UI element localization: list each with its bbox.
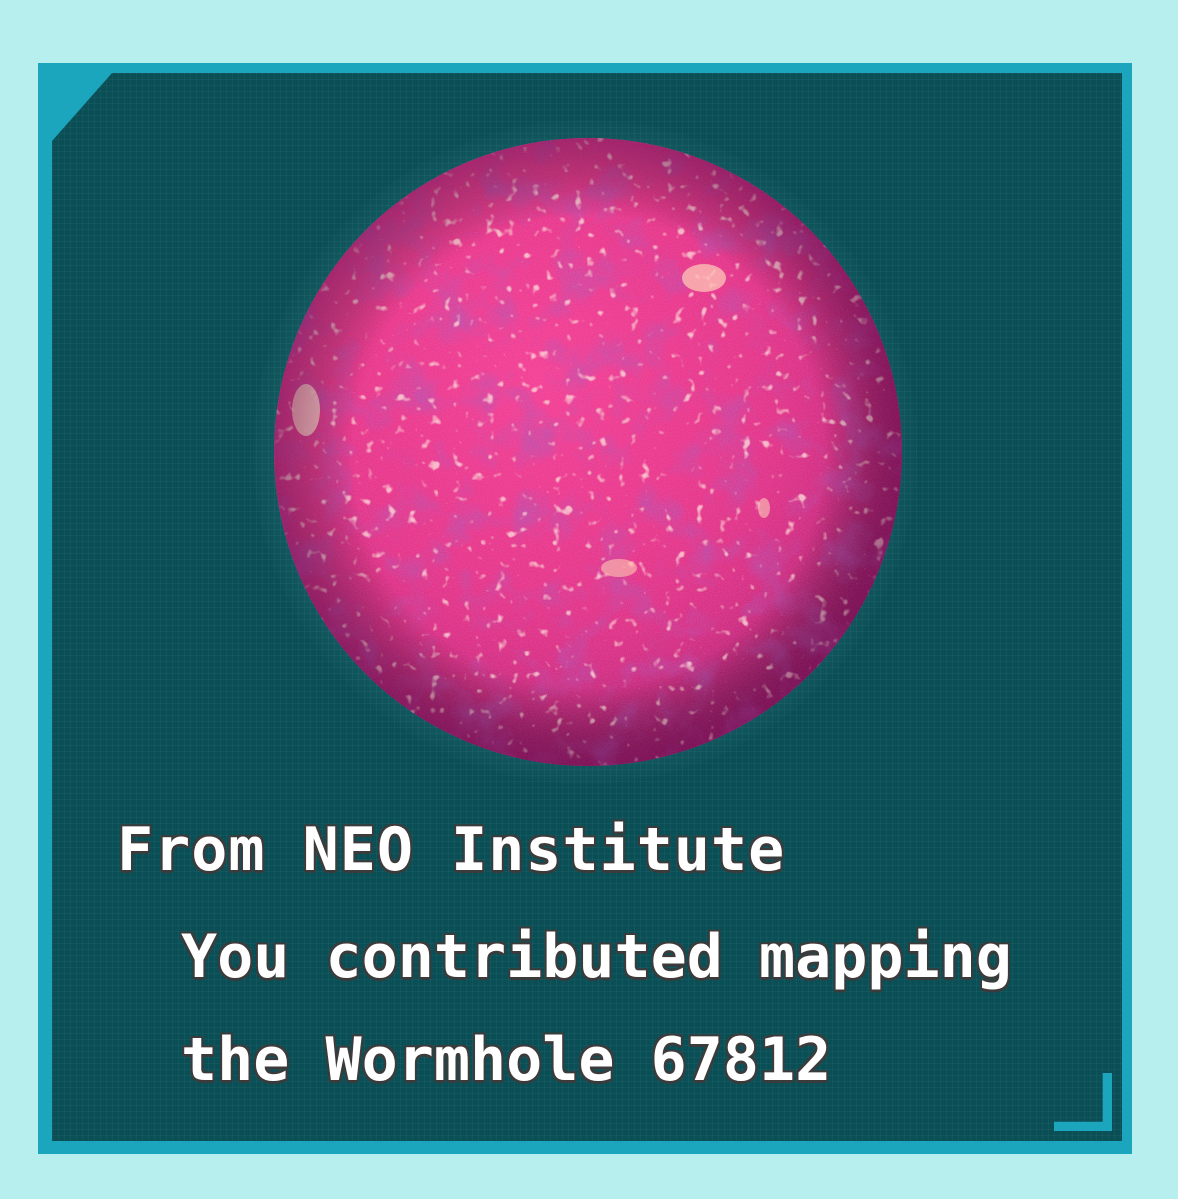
card-message-line-2: the Wormhole 67812	[181, 1025, 832, 1095]
planet-surface	[274, 138, 902, 766]
magenta-star-icon	[274, 138, 902, 766]
panel-corner-accent	[1054, 1073, 1112, 1131]
card-message-line-1: You contributed mapping	[181, 922, 1012, 992]
card-title: From NEO Institute	[117, 815, 786, 885]
